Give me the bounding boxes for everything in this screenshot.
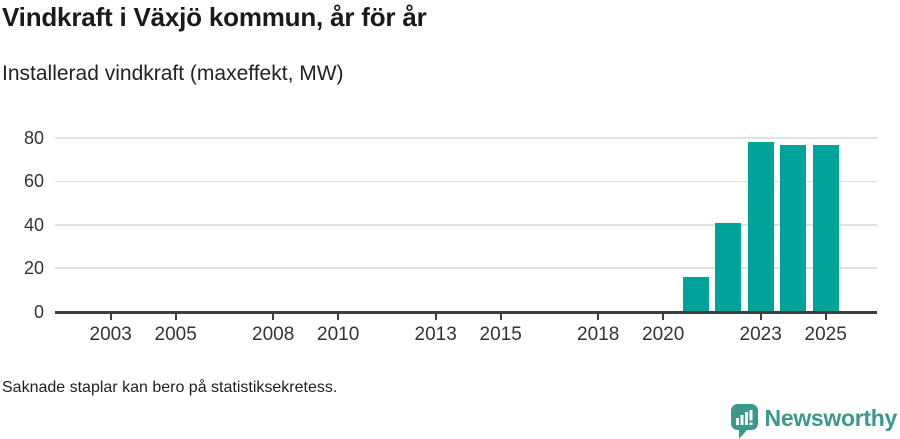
newsworthy-logo: Newsworthy [730,401,898,439]
bar-2023 [747,142,774,312]
x-tick-2005 [174,314,177,320]
x-tick-label-2015: 2015 [479,324,522,345]
x-tick-label-2013: 2013 [414,324,457,345]
y-tick-label-0: 0 [33,301,44,322]
x-tick-2025 [824,314,827,320]
x-tick-label-2005: 2005 [154,324,197,345]
x-tick-label-2003: 2003 [89,324,132,345]
x-tick-label-2008: 2008 [252,324,295,345]
x-tick-2023 [759,314,762,320]
bar-2024 [780,144,807,312]
footnote: Saknade staplar kan bero på statistiksek… [2,379,338,396]
newsworthy-icon [730,404,758,439]
gridline-40 [55,224,877,226]
y-tick-label-40: 40 [23,214,44,235]
x-tick-2018 [597,314,600,320]
x-axis-line [55,311,877,314]
gridline-80 [55,137,877,139]
x-tick-label-2018: 2018 [577,324,620,345]
x-tick-2013 [434,314,437,320]
x-tick-label-2023: 2023 [739,324,782,345]
x-tick-2003 [109,314,112,320]
x-tick-2015 [499,314,502,320]
x-tick-2020 [662,314,665,320]
x-tick-label-2020: 2020 [642,324,685,345]
bar-chart-glyph [735,410,753,425]
bar-2021 [682,276,709,312]
gridline-60 [55,180,877,183]
x-tick-2010 [337,314,340,320]
chart-title: Vindkraft i Växjö kommun, år för år [2,2,427,32]
y-tick-label-60: 60 [23,171,44,192]
y-tick-label-20: 20 [23,258,44,279]
bar-2022 [715,222,742,312]
y-tick-label-80: 80 [23,128,44,148]
gridline-20 [55,267,877,269]
chart-subtitle: Installerad vindkraft (maxeffekt, MW) [2,62,344,85]
x-tick-label-2025: 2025 [804,324,847,345]
bar-2025 [812,144,839,312]
x-tick-label-2010: 2010 [317,324,360,345]
newsworthy-wordmark: Newsworthy [764,405,898,431]
x-tick-2008 [272,314,275,320]
